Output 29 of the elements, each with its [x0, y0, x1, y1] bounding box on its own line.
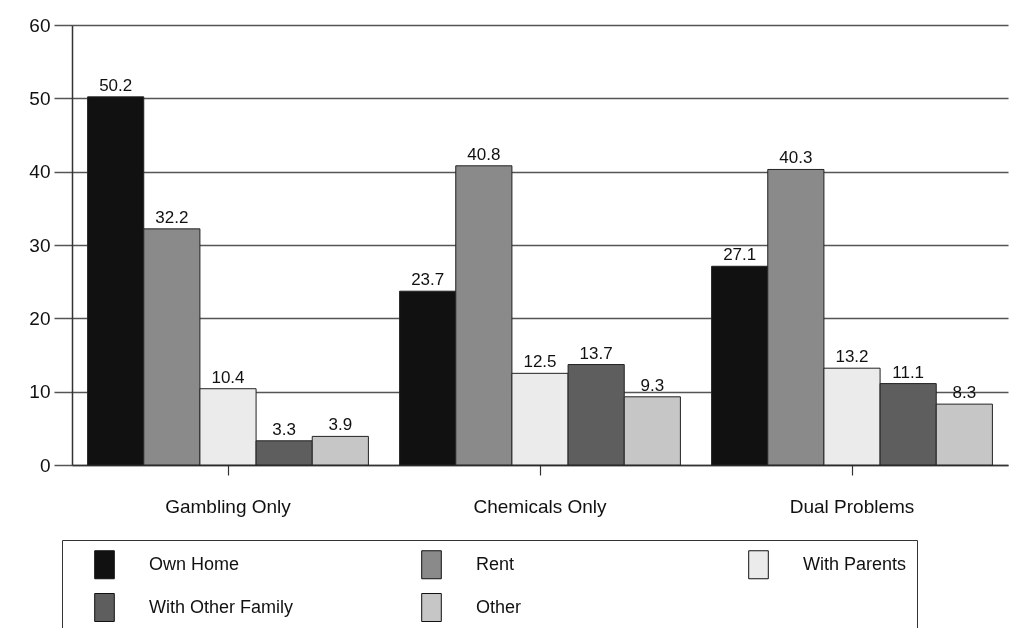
data-label: 3.3	[272, 419, 296, 439]
data-label: 40.8	[467, 144, 501, 164]
legend-label: Other	[476, 596, 522, 617]
x-tick-label: Gambling Only	[165, 495, 292, 517]
x-tick-label: Dual Problems	[789, 495, 915, 517]
y-tick-label: 50	[29, 87, 51, 109]
data-label: 32.2	[155, 207, 189, 227]
data-label: 50.2	[99, 75, 133, 95]
y-tick-label: 10	[29, 381, 51, 403]
y-tick-label: 20	[29, 307, 51, 329]
x-tick-label: Chemicals Only	[473, 495, 608, 517]
y-tick-label: 30	[29, 234, 51, 256]
data-label: 11.1	[892, 362, 925, 382]
data-label: 12.5	[523, 352, 557, 372]
y-tick-label: 40	[29, 161, 51, 183]
legend-label: With Other Family	[149, 596, 294, 617]
y-tick-label: 60	[29, 14, 51, 36]
data-label: 27.1	[723, 245, 757, 265]
legend-label: With Parents	[803, 553, 907, 574]
data-label: 9.3	[640, 375, 665, 395]
legend-label: Own Home	[149, 553, 240, 574]
legend-label: Rent	[476, 553, 515, 574]
data-label: 10.4	[211, 367, 245, 387]
data-label: 40.3	[779, 148, 813, 168]
data-label: 13.7	[579, 343, 613, 363]
data-label: 13.2	[835, 347, 869, 367]
data-label: 23.7	[411, 270, 445, 290]
data-label: 3.9	[328, 415, 353, 435]
y-tick-label: 0	[39, 454, 51, 476]
